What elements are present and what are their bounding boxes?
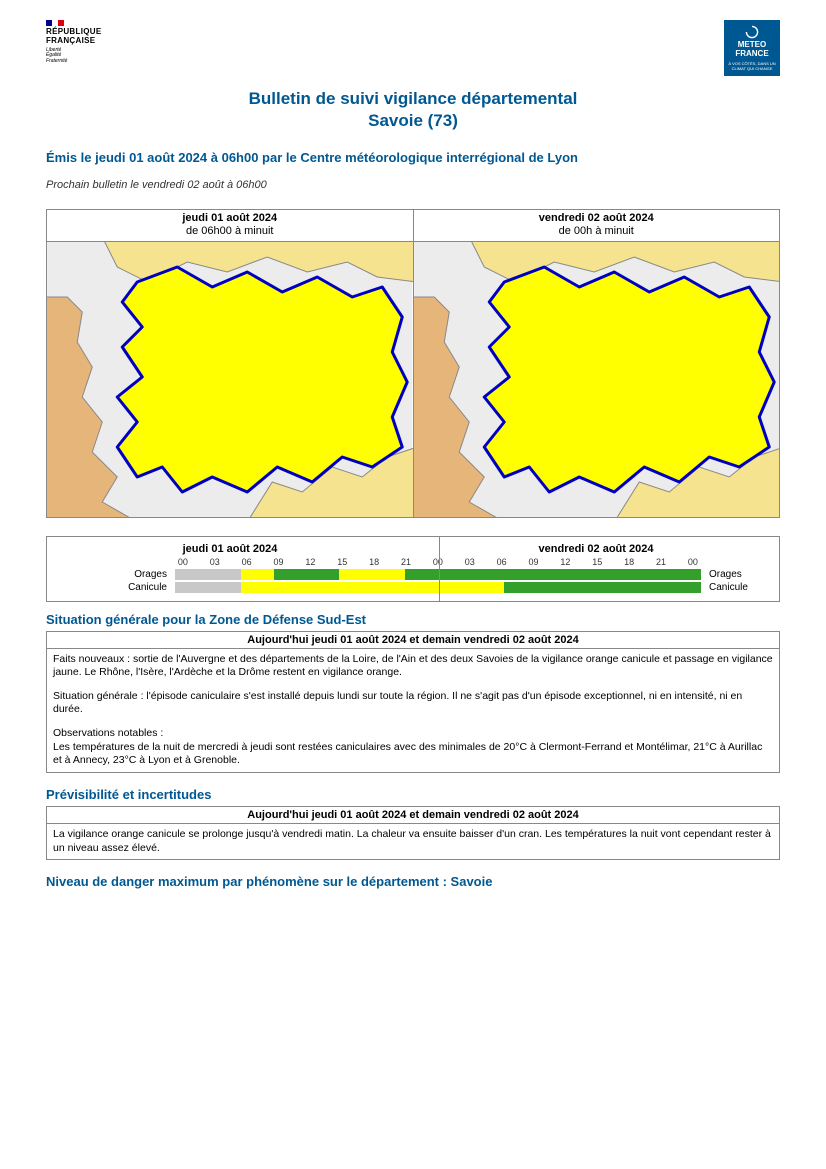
timeline-row-label-right: Canicule (701, 582, 769, 593)
map-day2-period: de 00h à minuit (414, 225, 780, 238)
situation-p1: Faits nouveaux : sortie de l'Auvergne et… (53, 653, 773, 680)
timeline-row-label-left: Orages (57, 569, 175, 580)
situation-box: Aujourd'hui jeudi 01 août 2024 et demain… (46, 631, 780, 773)
timeline-hour: 06 (231, 557, 263, 567)
timeline-hour: 09 (518, 557, 550, 567)
maps-row: jeudi 01 août 2024 de 06h00 à minuit ven… (46, 209, 780, 517)
timeline-hour: 03 (454, 557, 486, 567)
emission-line: Émis le jeudi 01 août 2024 à 06h00 par l… (46, 150, 780, 165)
previsibilite-body: La vigilance orange canicule se prolonge… (47, 824, 779, 859)
timeline-day2: vendredi 02 août 2024 (413, 541, 779, 557)
header-logos: RÉPUBLIQUE FRANÇAISE Liberté Égalité Fra… (46, 20, 780, 76)
timeline-bar (175, 582, 701, 593)
timeline-box: jeudi 01 août 2024 vendredi 02 août 2024… (46, 536, 780, 602)
timeline-day1: jeudi 01 août 2024 (47, 541, 413, 557)
previsibilite-header: Aujourd'hui jeudi 01 août 2024 et demain… (47, 807, 779, 824)
situation-p3: Observations notables : Les températures… (53, 727, 773, 768)
timeline-hour: 15 (581, 557, 613, 567)
timeline-segment (241, 582, 504, 593)
title-line1: Bulletin de suivi vigilance départementa… (46, 88, 780, 110)
map-day1-header: jeudi 01 août 2024 de 06h00 à minuit (47, 210, 413, 241)
rf-motto: Liberté Égalité Fraternité (46, 48, 96, 65)
timeline-hour: 21 (390, 557, 422, 567)
timeline-segment (339, 569, 405, 580)
timeline-hour: 18 (613, 557, 645, 567)
timeline-hour: 21 (645, 557, 677, 567)
map-day2-body (414, 242, 780, 517)
timeline-hour: 09 (263, 557, 295, 567)
map-svg-day1 (47, 242, 413, 517)
mf-tagline: À VOS CÔTÉS, DANS UN CLIMAT QUI CHANGE (726, 61, 778, 71)
timeline-segment (175, 569, 241, 580)
mf-swirl-icon (745, 25, 759, 39)
map-day2-header: vendredi 02 août 2024 de 00h à minuit (414, 210, 780, 241)
timeline-day-divider (439, 537, 440, 601)
flag-icon (46, 20, 64, 26)
previsibilite-text: La vigilance orange canicule se prolonge… (53, 828, 773, 855)
timeline-hour: 00 (677, 557, 709, 567)
timeline-rows: Orages Orages Canicule Canicule (57, 569, 769, 593)
timeline-hour: 00 (167, 557, 199, 567)
map-day1-body (47, 242, 413, 517)
timeline-bar (175, 569, 701, 580)
timeline-hour: 12 (295, 557, 327, 567)
timeline-segment (241, 569, 274, 580)
timeline-hour: 15 (326, 557, 358, 567)
map-day2-label: vendredi 02 août 2024 (414, 212, 780, 225)
map-day1-period: de 06h00 à minuit (47, 225, 413, 238)
logo-meteo-france: METEO FRANCE À VOS CÔTÉS, DANS UN CLIMAT… (724, 20, 780, 76)
timeline-hour: 00 (422, 557, 454, 567)
timeline-hour: 12 (550, 557, 582, 567)
timeline-hours: 0003060912151821000306091215182100 (167, 557, 709, 567)
timeline-row: Orages Orages (57, 569, 769, 580)
timeline-grid: 0003060912151821000306091215182100 Orage… (47, 557, 779, 593)
timeline-hour: 03 (199, 557, 231, 567)
map-day1: jeudi 01 août 2024 de 06h00 à minuit (47, 210, 413, 516)
situation-body: Faits nouveaux : sortie de l'Auvergne et… (47, 649, 779, 772)
situation-p2: Situation générale : l'épisode caniculai… (53, 690, 773, 717)
logo-republique-francaise: RÉPUBLIQUE FRANÇAISE Liberté Égalité Fra… (46, 20, 96, 64)
title-line2: Savoie (73) (46, 110, 780, 132)
timeline-row: Canicule Canicule (57, 582, 769, 593)
previsibilite-box: Aujourd'hui jeudi 01 août 2024 et demain… (46, 806, 780, 860)
timeline-segment (175, 582, 241, 593)
rf-name: RÉPUBLIQUE FRANÇAISE (46, 28, 96, 46)
timeline-segment (274, 569, 340, 580)
timeline-row-label-left: Canicule (57, 582, 175, 593)
page-title: Bulletin de suivi vigilance départementa… (46, 88, 780, 132)
map-day2: vendredi 02 août 2024 de 00h à minuit (413, 210, 780, 516)
timeline-segment (405, 569, 701, 580)
situation-title: Situation générale pour la Zone de Défen… (46, 612, 780, 627)
niveau-title: Niveau de danger maximum par phénomène s… (46, 874, 780, 889)
timeline-segment (504, 582, 701, 593)
timeline-hour: 06 (486, 557, 518, 567)
previsibilite-title: Prévisibilité et incertitudes (46, 787, 780, 802)
map-day1-label: jeudi 01 août 2024 (47, 212, 413, 225)
situation-header: Aujourd'hui jeudi 01 août 2024 et demain… (47, 632, 779, 649)
timeline-row-label-right: Orages (701, 569, 769, 580)
mf-name: METEO FRANCE (735, 41, 768, 59)
timeline-days: jeudi 01 août 2024 vendredi 02 août 2024 (47, 541, 779, 557)
next-bulletin: Prochain bulletin le vendredi 02 août à … (46, 179, 780, 191)
timeline-hour: 18 (358, 557, 390, 567)
map-svg-day2 (414, 242, 780, 517)
